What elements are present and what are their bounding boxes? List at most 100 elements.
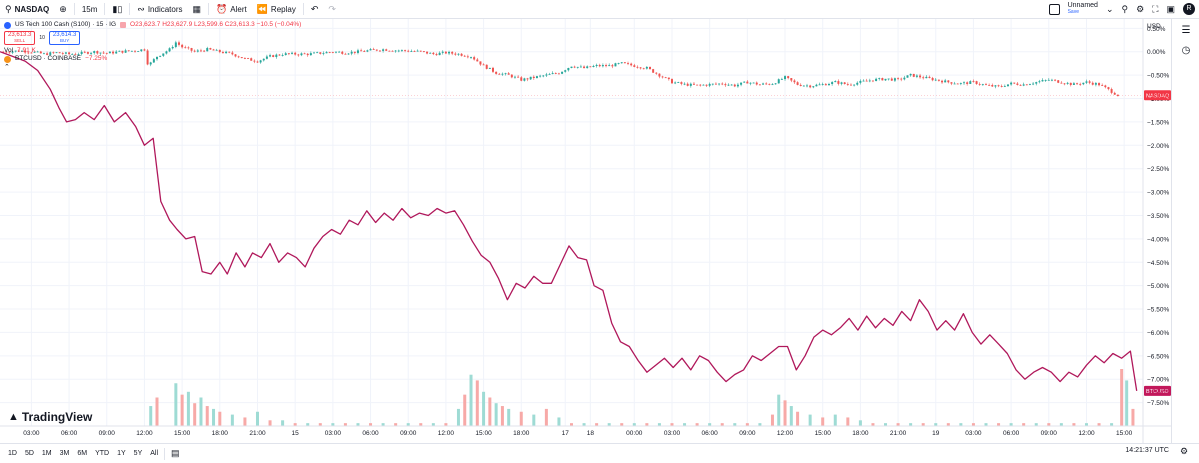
- candle-body: [1085, 81, 1088, 83]
- time-tick-label: 18: [587, 430, 595, 437]
- candle-body: [658, 73, 661, 77]
- candle-body: [265, 56, 268, 59]
- period-button-1d[interactable]: 1D: [8, 450, 17, 457]
- time-tick-label: 03:00: [325, 430, 342, 437]
- chart-type-button[interactable]: ▮▯: [107, 0, 127, 18]
- layout-icon[interactable]: [1048, 3, 1060, 15]
- price-tick-label: 0.00%: [1147, 49, 1166, 56]
- volume-bar: [921, 423, 925, 426]
- candle-body: [30, 52, 33, 54]
- candle-body: [375, 49, 378, 51]
- time-tick-label: 15:00: [174, 430, 191, 437]
- candle-body: [11, 51, 14, 53]
- period-button-ytd[interactable]: YTD: [95, 450, 110, 457]
- camera-icon[interactable]: ▣: [1166, 3, 1175, 14]
- legend-collapse-icon[interactable]: ⌃: [4, 64, 10, 71]
- candle-body: [369, 49, 372, 51]
- volume-bar: [268, 420, 272, 426]
- time-tick-label: 06:00: [362, 430, 379, 437]
- candle-body: [52, 52, 55, 54]
- period-button-1y[interactable]: 1Y: [117, 450, 126, 457]
- compare-series-row[interactable]: BTCUSD · COINBASE −7.25%: [4, 55, 301, 63]
- symbol-search[interactable]: ⚲ NASDAQ: [0, 0, 54, 18]
- candle-body: [966, 82, 969, 84]
- buy-label: BUY: [59, 38, 70, 43]
- settings-icon[interactable]: ⚙: [1136, 3, 1145, 14]
- price-chart[interactable]: USD0.50%0.00%−0.50%−1.00%−1.50%−2.00%−2.…: [0, 19, 1171, 443]
- volume-bar: [1072, 423, 1076, 426]
- candle-body: [740, 82, 743, 85]
- spread-value: 10: [39, 35, 45, 41]
- candle-body: [448, 51, 451, 54]
- candle-body: [975, 81, 978, 84]
- market-status-icon: [120, 22, 127, 28]
- templates-button[interactable]: ▦: [188, 0, 207, 18]
- period-button-all[interactable]: All: [150, 450, 159, 457]
- alert-button[interactable]: ⏰ Alert: [211, 0, 252, 18]
- candle-body: [149, 62, 152, 65]
- candle-body: [567, 67, 570, 71]
- price-tick-label: −5.50%: [1147, 307, 1169, 314]
- candle-body: [171, 46, 174, 49]
- indicators-button[interactable]: ∾ Indicators: [132, 0, 187, 18]
- volume-row[interactable]: Vol 7.91 K: [4, 47, 301, 55]
- watchlist-icon[interactable]: ☰: [1181, 25, 1191, 36]
- candle-body: [652, 69, 655, 73]
- chevron-down-icon[interactable]: ⌄: [1105, 3, 1114, 14]
- candle-body: [1072, 83, 1075, 85]
- volume-bar: [475, 380, 479, 426]
- candle-body: [950, 82, 953, 84]
- time-tick-label: 06:00: [702, 430, 719, 437]
- layout-name-button[interactable]: Unnamed Save: [1068, 2, 1098, 16]
- candle-body: [774, 83, 777, 85]
- undo-button[interactable]: ↶: [306, 0, 324, 18]
- layout-save-status: Save: [1067, 9, 1079, 15]
- fullscreen-icon[interactable]: ⛶: [1152, 3, 1159, 14]
- candle-body: [444, 51, 447, 54]
- candle-body: [1022, 84, 1025, 86]
- candle-body: [212, 49, 215, 51]
- divider: [129, 3, 131, 15]
- sell-button[interactable]: 23,613.3 SELL: [4, 31, 36, 45]
- compare-button[interactable]: ⊕: [54, 0, 72, 18]
- period-button-5d[interactable]: 5D: [24, 450, 34, 457]
- replay-button[interactable]: ⏪ Replay: [252, 0, 301, 18]
- period-button-5y[interactable]: 5Y: [133, 450, 143, 457]
- candle-body: [187, 47, 190, 49]
- candle-body: [196, 50, 199, 52]
- chart-settings-icon[interactable]: ⚙: [1180, 446, 1189, 456]
- candle-body: [334, 51, 337, 53]
- volume-bar: [946, 423, 950, 426]
- period-button-3m[interactable]: 3M: [59, 450, 70, 457]
- candle-body: [284, 53, 287, 56]
- redo-button[interactable]: ↷: [323, 0, 341, 18]
- top-toolbar: ⚲ NASDAQ ⊕ 15m ▮▯ ∾ Indicators ▦ ⏰ Alert…: [0, 0, 1199, 19]
- tradingview-logo[interactable]: ▲ TradingView: [8, 410, 92, 424]
- candle-body: [937, 79, 940, 81]
- candle-body: [385, 49, 388, 51]
- quick-search-icon[interactable]: ⚲: [1121, 3, 1129, 14]
- avatar[interactable]: R: [1183, 3, 1195, 15]
- candle-body: [984, 84, 987, 86]
- interval-button[interactable]: 15m: [77, 0, 103, 18]
- time-tick-label: 21:00: [249, 430, 266, 437]
- buy-button[interactable]: 23,614.3 BUY: [48, 31, 81, 45]
- period-button-1m[interactable]: 1M: [41, 450, 52, 457]
- period-button-6m[interactable]: 6M: [77, 450, 88, 457]
- candle-body: [1091, 82, 1094, 85]
- candle-body: [997, 85, 1000, 87]
- candle-body: [620, 62, 623, 64]
- date-range-icon[interactable]: ▤: [171, 448, 180, 458]
- volume-bar: [532, 414, 536, 426]
- volume-bar: [199, 397, 203, 426]
- candle-body: [451, 51, 454, 54]
- candle-body: [887, 78, 890, 80]
- alerts-clock-icon[interactable]: ◷: [1181, 45, 1191, 56]
- candle-body: [479, 61, 482, 65]
- price-tick-label: −5.00%: [1147, 283, 1169, 290]
- candle-body: [947, 80, 950, 83]
- candle-body: [583, 66, 586, 69]
- time-tick-label: 17: [562, 430, 570, 437]
- main-series-row[interactable]: US Tech 100 Cash (S100) · 15 · IG O23,62…: [4, 21, 301, 29]
- timezone-clock[interactable]: 14:21:37 UTC: [1125, 447, 1169, 454]
